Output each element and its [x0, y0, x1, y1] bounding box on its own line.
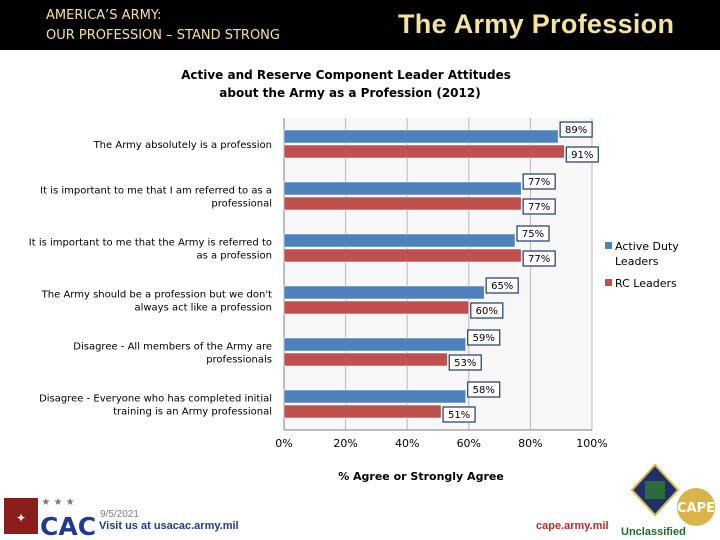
chart-title-line-2: about the Army as a Profession (2012) [219, 86, 480, 100]
bar-active-duty [283, 181, 522, 196]
category-label: professional [211, 199, 272, 210]
data-label-box [522, 198, 556, 215]
bar-rc [283, 404, 442, 419]
category-label: always act like a profession [134, 303, 272, 314]
x-tick-label: 60% [457, 437, 481, 450]
data-label: 65% [491, 281, 513, 292]
data-label-box [442, 406, 476, 423]
legend-label: Active Duty [615, 240, 679, 253]
footer-date: 9/5/2021 [100, 509, 139, 520]
x-axis-label: % Agree or Strongly Agree [338, 470, 504, 483]
data-label: 60% [476, 306, 498, 317]
plot-area [284, 118, 592, 430]
category-label: professionals [206, 355, 272, 366]
bar-active-duty [283, 285, 485, 300]
cape-diamond-center [645, 481, 665, 499]
legend-label: RC Leaders [615, 277, 677, 290]
x-tick-label: 80% [518, 437, 542, 450]
header-line-1: AMERICA’S ARMY: [46, 8, 162, 23]
data-label: 51% [448, 410, 470, 421]
legend-swatch [605, 279, 612, 286]
data-label-box [448, 354, 482, 371]
classification-label: Unclassified [621, 526, 686, 538]
data-label-box [516, 225, 550, 242]
category-label: It is important to me that I am referred… [40, 186, 272, 197]
x-tick-label: 0% [275, 437, 292, 450]
category-label: It is important to me that the Army is r… [29, 238, 272, 249]
cac-logo-emblem: ✦ [16, 511, 26, 525]
legend-label: Leaders [615, 255, 659, 268]
data-label-box [485, 277, 519, 294]
x-tick-label: 100% [576, 437, 607, 450]
data-label-box [559, 121, 593, 138]
category-label: Disagree - Everyone who has completed in… [39, 394, 272, 405]
header-line-2: OUR PROFESSION – STAND STRONG [46, 28, 280, 43]
bar-rc [283, 248, 522, 263]
data-label: 59% [473, 333, 495, 344]
category-label: Disagree - All members of the Army are [73, 342, 272, 353]
header-subtitle: AMERICA’S ARMY: OUR PROFESSION – STAND S… [46, 6, 280, 46]
bar-active-duty [283, 337, 466, 352]
bar-rc [283, 196, 522, 211]
data-label-box [522, 173, 556, 190]
data-label: 77% [528, 254, 550, 265]
data-label: 53% [454, 358, 476, 369]
data-label-box [522, 250, 556, 267]
cape-seal [677, 488, 715, 526]
cac-logo-stars: ★ ★ ★ [41, 497, 74, 508]
data-label: 75% [522, 229, 544, 240]
category-label: training is an Army professional [113, 407, 272, 418]
data-label-box [565, 146, 599, 163]
cac-logo-shield [4, 498, 38, 534]
x-tick-label: 40% [395, 437, 419, 450]
data-label: 91% [571, 150, 593, 161]
category-label: The Army absolutely is a profession [93, 140, 272, 151]
footer-site-link[interactable]: cape.army.mil [536, 520, 609, 532]
x-tick-label: 20% [333, 437, 357, 450]
header-bar: AMERICA’S ARMY: OUR PROFESSION – STAND S… [0, 0, 720, 50]
data-label-box [470, 302, 504, 319]
bar-rc [283, 300, 470, 315]
bar-active-duty [283, 389, 466, 404]
data-label: 89% [565, 125, 587, 136]
cac-logo: ✦ ★ ★ ★ CAC [4, 497, 96, 538]
cape-logo-text: CAPE [677, 501, 715, 516]
category-label: as a profession [196, 251, 272, 262]
bar-active-duty [283, 129, 559, 144]
data-label-box [467, 329, 501, 346]
category-label: The Army should be a profession but we d… [41, 290, 272, 301]
cape-logo: CAPE [630, 463, 715, 526]
legend-swatch [605, 242, 612, 249]
data-label: 58% [473, 385, 495, 396]
bar-rc [283, 352, 448, 367]
header-title: The Army Profession [398, 9, 675, 39]
cac-logo-text: CAC [40, 512, 96, 538]
data-label: 77% [528, 202, 550, 213]
bar-active-duty [283, 233, 516, 248]
footer-visit-link[interactable]: Visit us at usacac.army.mil [99, 520, 239, 532]
data-label-box [467, 381, 501, 398]
data-label: 77% [528, 177, 550, 188]
chart-title-line-1: Active and Reserve Component Leader Atti… [181, 68, 511, 82]
bar-rc [283, 144, 565, 159]
